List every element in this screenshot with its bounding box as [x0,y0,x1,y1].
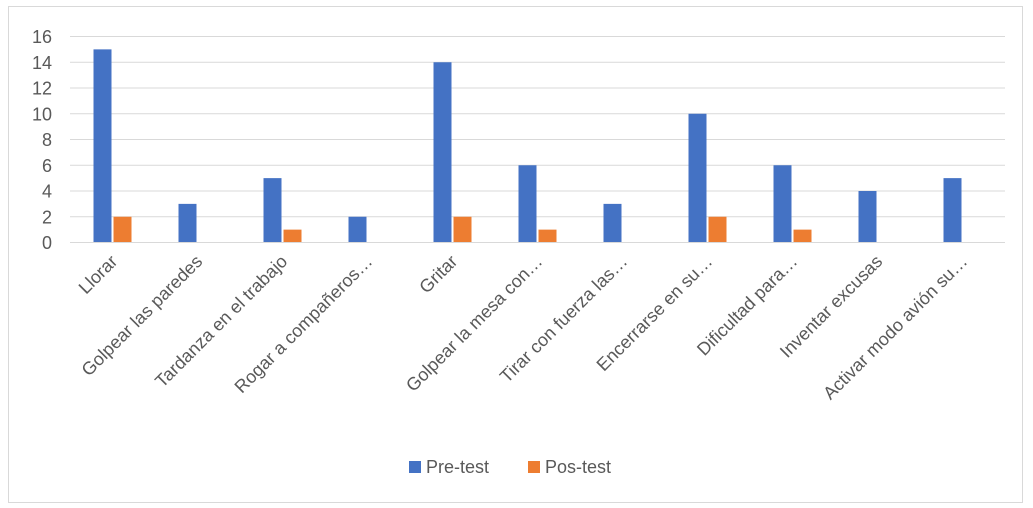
legend: Pre-test Pos-test [409,457,611,477]
bar-pre-test-6 [603,203,622,243]
x-category-label: Golpear la mesa con… [402,251,546,395]
y-tick-label: 10 [32,104,52,124]
bar-pre-test-5 [518,165,537,243]
x-category-label: Gritar [415,251,461,297]
legend-swatch-pre-test [409,461,421,473]
bar-pre-test-2 [263,178,282,243]
bar-pos-test-8 [793,229,812,243]
bars [93,49,962,243]
bar-pre-test-10 [943,178,962,243]
bar-pos-test-4 [453,216,472,243]
bar-pos-test-7 [708,216,727,243]
x-category-label: Llorar [75,251,122,298]
bar-pre-test-9 [858,191,877,243]
y-tick-label: 0 [42,233,52,253]
legend-label-pre-test: Pre-test [426,457,489,477]
y-axis-ticks: 0 2 4 6 8 10 12 14 16 [32,27,52,253]
legend-swatch-pos-test [528,461,540,473]
bar-pre-test-3 [348,216,367,243]
y-tick-label: 8 [42,130,52,150]
bar-pre-test-7 [688,113,707,243]
legend-label-pos-test: Pos-test [545,457,611,477]
x-category-label: Rogar a compañeros… [231,251,377,397]
bar-pre-test-4 [433,62,452,243]
bar-pos-test-5 [538,229,557,243]
bar-pre-test-0 [93,49,112,243]
y-tick-label: 12 [32,79,52,99]
x-category-label: Activar modo avión su… [819,251,971,403]
bar-pos-test-2 [283,229,302,243]
y-tick-label: 4 [42,182,52,202]
bar-pos-test-0 [113,216,132,243]
bar-pre-test-1 [178,203,197,243]
y-tick-label: 16 [32,27,52,47]
bar-pre-test-8 [773,165,792,243]
y-tick-label: 2 [42,207,52,227]
y-tick-label: 6 [42,156,52,176]
chart-frame [8,6,1023,503]
y-tick-label: 14 [32,53,52,73]
gridlines [70,36,1005,218]
